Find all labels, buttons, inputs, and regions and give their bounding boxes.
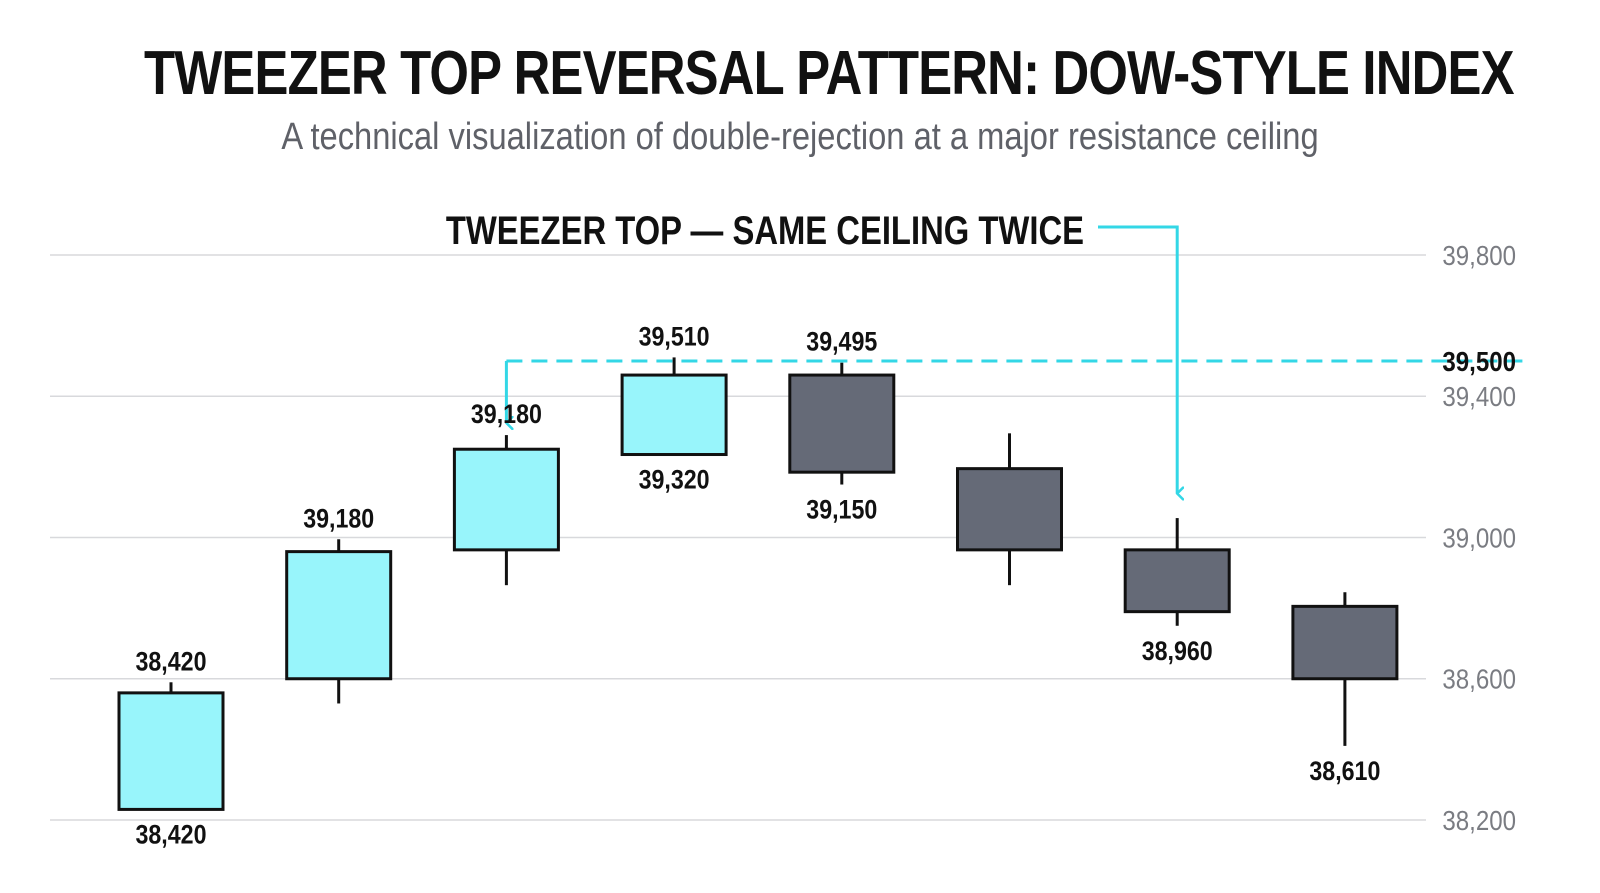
grid-lines — [50, 254, 1426, 821]
y-tick-label: 39,800 — [1442, 239, 1516, 271]
y-axis-ticks: 39,800 39,500 39,400 39,000 38,600 38,200 — [1442, 239, 1516, 836]
chart-subtitle: A technical visualization of double-reje… — [281, 116, 1319, 158]
candle — [620, 357, 728, 457]
candle — [956, 433, 1063, 586]
candle — [452, 435, 560, 586]
candle-body — [285, 550, 393, 681]
y-tick-label: 39,400 — [1442, 381, 1516, 413]
candle-low-label: 39,320 — [639, 465, 710, 495]
candle-body — [117, 691, 225, 811]
y-tick-label: 39,500 — [1442, 345, 1516, 377]
candle-low-label: 38,960 — [1142, 636, 1213, 666]
y-tick-label: 39,000 — [1442, 522, 1516, 554]
candle — [117, 682, 225, 811]
candle-high-label: 39,180 — [471, 400, 542, 430]
candle-body — [1291, 604, 1399, 681]
resistance-layer — [504, 359, 1524, 423]
candles — [117, 357, 1399, 811]
annotation-arrow — [1098, 225, 1177, 494]
candle-body — [620, 373, 728, 457]
candle-body — [788, 373, 896, 474]
candle — [285, 539, 393, 704]
chart-title: TWEEZER TOP REVERSAL PATTERN: DOW-STYLE … — [144, 39, 1515, 108]
candle-high-label: 39,510 — [639, 322, 710, 352]
annotation-layer: TWEEZER TOP — SAME CEILING TWICE — [446, 208, 1177, 494]
candle — [1291, 592, 1399, 746]
candle-low-label: 39,150 — [806, 495, 877, 525]
y-tick-label: 38,600 — [1442, 663, 1516, 695]
y-tick-label: 38,200 — [1442, 804, 1516, 836]
candle-body — [452, 447, 560, 552]
candle-body — [1123, 548, 1231, 614]
candle-high-label: 39,180 — [303, 504, 374, 534]
candle-low-label: 38,610 — [1309, 756, 1380, 786]
candle — [1123, 518, 1231, 626]
candle-body — [956, 467, 1063, 552]
data-labels: 38,420 38,420 39,180 39,180 39,510 39,320 39,4… — [135, 322, 1380, 850]
annotation-label: TWEEZER TOP — SAME CEILING TWICE — [446, 208, 1084, 253]
candle-high-label: 39,495 — [806, 327, 877, 357]
candle-high-label: 38,420 — [135, 647, 206, 677]
candle — [788, 362, 896, 485]
candle-low-label: 38,420 — [135, 820, 206, 850]
